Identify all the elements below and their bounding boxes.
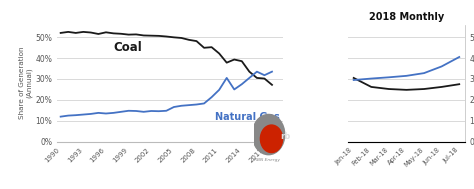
Text: Natural Gas: Natural Gas bbox=[215, 112, 280, 122]
Title: 2018 Monthly: 2018 Monthly bbox=[369, 12, 444, 22]
Text: Coal: Coal bbox=[113, 41, 142, 54]
Circle shape bbox=[260, 125, 283, 153]
Y-axis label: Share of Generation
(Annual): Share of Generation (Annual) bbox=[19, 47, 32, 119]
Text: rb: rb bbox=[280, 132, 290, 141]
Circle shape bbox=[252, 115, 285, 155]
Text: RBN Energy: RBN Energy bbox=[254, 158, 280, 162]
